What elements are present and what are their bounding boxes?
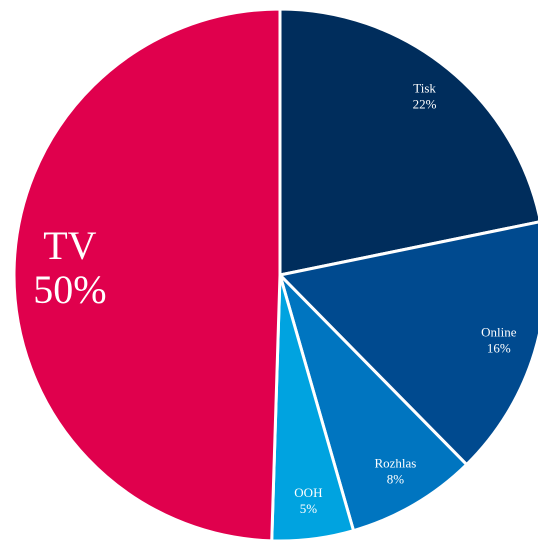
slice-name: TV xyxy=(43,223,96,268)
slice-value-label: 8% xyxy=(387,472,405,487)
pie-slice xyxy=(278,220,538,467)
pie-slice xyxy=(278,7,538,277)
slice-name: Rozhlas xyxy=(374,456,416,471)
pie-slice xyxy=(278,273,469,533)
slice-value-label: 16% xyxy=(487,341,511,356)
slice-value-label: 5% xyxy=(300,501,318,516)
slice-name: Tisk xyxy=(413,81,436,96)
slice-name: OOH xyxy=(294,485,322,500)
slice-name: Online xyxy=(481,325,517,340)
pie-slice xyxy=(270,273,355,540)
pie-slice xyxy=(12,7,282,540)
slice-value-label: 50% xyxy=(33,267,106,312)
slice-value-label: 22% xyxy=(413,97,437,112)
